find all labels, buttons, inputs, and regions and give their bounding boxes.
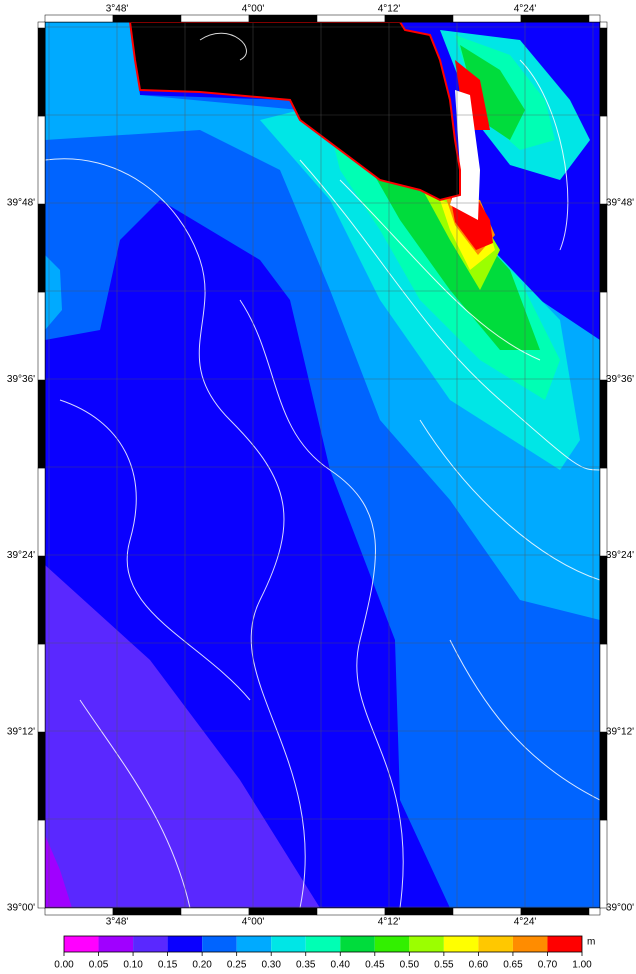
left-label: 39°24' [7, 550, 35, 561]
top-label: 4°12' [378, 4, 401, 15]
frame-bar [38, 22, 45, 28]
frame-bar [38, 644, 45, 732]
colorbar-segment [547, 936, 582, 952]
frame-bar [113, 908, 181, 915]
right-label: 39°00' [606, 903, 634, 914]
wave-height-map [45, 22, 600, 908]
frame-bar [600, 556, 607, 644]
frame-bar [600, 468, 607, 556]
colorbar-label: 0.05 [89, 960, 109, 971]
frame-bar [38, 28, 45, 116]
frame-bar [600, 28, 607, 116]
colorbar-label: 0.20 [192, 960, 212, 971]
frame-bar [600, 820, 607, 908]
frame-bar [600, 22, 607, 28]
frame-bar [38, 556, 45, 644]
frame-bar [38, 116, 45, 204]
frame-bar [589, 908, 600, 915]
colorbar-label: 0.65 [503, 960, 523, 971]
frame-bar [38, 468, 45, 556]
bottom-label: 4°24' [514, 917, 537, 928]
colorbar-label: 0.00 [54, 960, 74, 971]
colorbar-segment [513, 936, 548, 952]
top-label: 3°48' [106, 4, 129, 15]
colorbar-label: 0.10 [123, 960, 143, 971]
colorbar-segment [340, 936, 375, 952]
frame-bar [113, 15, 181, 22]
frame-bar [453, 908, 521, 915]
colorbar-label: 0.55 [434, 960, 454, 971]
frame-bar [38, 820, 45, 908]
left-label: 39°48' [7, 198, 35, 209]
colorbar-unit: m [587, 937, 595, 948]
map-page: 3°48' 4°00' 4°12' 4°24' 3°48' 4°00' 4°12' 4°24'… [0, 0, 636, 974]
frame-bar [521, 908, 589, 915]
frame-bar [453, 15, 521, 22]
colorbar-label: 1.00 [572, 960, 592, 971]
colorbar-segment [271, 936, 306, 952]
colorbar-segment [64, 936, 99, 952]
bottom-label: 3°48' [106, 917, 129, 928]
frame-bar [385, 15, 453, 22]
left-label: 39°36' [7, 374, 35, 385]
colorbar-label: 0.30 [261, 960, 281, 971]
frame-bar [589, 15, 600, 22]
frame-bar [45, 908, 113, 915]
right-label: 39°12' [606, 726, 634, 737]
frame-bar [181, 15, 249, 22]
colorbar-segment [444, 936, 479, 952]
frame-bar [385, 908, 453, 915]
colorbar-label: 0.45 [365, 960, 385, 971]
colorbar-segment [375, 936, 410, 952]
colorbar-label: 0.70 [538, 960, 558, 971]
colorbar-segment [202, 936, 237, 952]
colorbar-segment [99, 936, 134, 952]
colorbar: 0.00 0.05 0.10 0.15 0.20 0.25 0.30 0.35 0.40 0.45… [54, 936, 595, 971]
frame-bar [521, 15, 589, 22]
top-label: 4°00' [242, 4, 265, 15]
colorbar-label: 0.40 [331, 960, 351, 971]
frame-bar [600, 116, 607, 204]
left-label: 39°12' [7, 726, 35, 737]
frame-bar [600, 732, 607, 820]
right-label: 39°48' [606, 198, 634, 209]
colorbar-segment [306, 936, 341, 952]
frame-bar [181, 908, 249, 915]
frame-bar [600, 204, 607, 292]
frame-bar [38, 204, 45, 292]
frame-bar [38, 380, 45, 468]
left-label: 39°00' [7, 903, 35, 914]
colorbar-segment [133, 936, 168, 952]
colorbar-segment [237, 936, 272, 952]
bottom-label: 4°00' [242, 917, 265, 928]
frame-bar [38, 732, 45, 820]
colorbar-segment [168, 936, 203, 952]
right-label: 39°24' [606, 550, 634, 561]
frame-bar [249, 15, 317, 22]
frame-bar [38, 292, 45, 380]
colorbar-label: 0.25 [227, 960, 247, 971]
frame-bar [249, 908, 317, 915]
colorbar-label: 0.50 [400, 960, 420, 971]
colorbar-segment [478, 936, 513, 952]
frame-bar [317, 15, 385, 22]
top-label: 4°24' [514, 4, 537, 15]
right-label: 39°36' [606, 374, 634, 385]
colorbar-label: 0.35 [296, 960, 316, 971]
colorbar-segment [409, 936, 444, 952]
bottom-label: 4°12' [378, 917, 401, 928]
frame-bar [600, 380, 607, 468]
frame-bar [600, 644, 607, 732]
frame-bar [45, 15, 113, 22]
frame-bar [600, 292, 607, 380]
frame-bar [317, 908, 385, 915]
colorbar-label: 0.60 [469, 960, 489, 971]
colorbar-label: 0.15 [158, 960, 178, 971]
